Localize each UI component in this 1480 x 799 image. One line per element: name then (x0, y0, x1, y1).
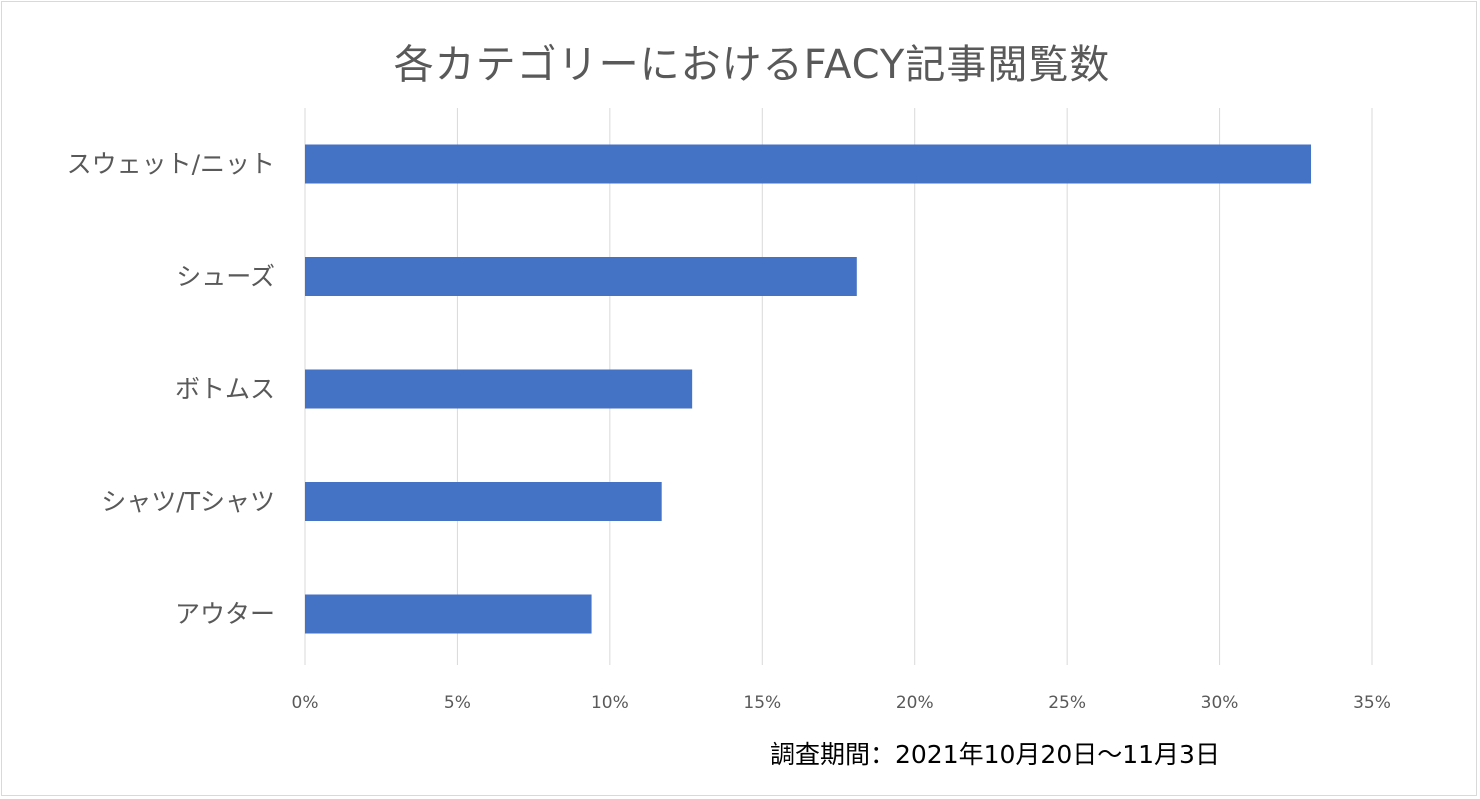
x-tick-label: 25% (1048, 693, 1086, 713)
x-axis-tick-labels: 0% 5% 10% 15% 20% 25% 30% 35% (292, 693, 1391, 713)
category-label: シューズ (176, 262, 275, 291)
survey-period-note: 調査期間：2021年10月20日～11月3日 (770, 740, 1220, 769)
x-tick-label: 30% (1201, 693, 1239, 713)
x-tick-label: 15% (743, 693, 781, 713)
bar (305, 144, 1312, 184)
bar (305, 257, 857, 296)
x-tick-label: 0% (292, 693, 319, 713)
category-label: スウェット/ニット (67, 150, 275, 179)
x-tick-label: 5% (444, 693, 471, 713)
bar (305, 482, 662, 521)
x-tick-label: 35% (1353, 693, 1391, 713)
bar (305, 594, 592, 634)
bars (305, 144, 1312, 634)
x-tick-label: 20% (896, 693, 934, 713)
x-tick-label: 10% (591, 693, 629, 713)
category-label: シャツ/Tシャツ (101, 487, 275, 516)
category-label: アウター (175, 600, 275, 629)
category-label: ボトムス (175, 375, 275, 404)
bar (305, 369, 693, 409)
chart-title: 各カテゴリーにおけるFACY記事閲覧数 (393, 42, 1111, 88)
